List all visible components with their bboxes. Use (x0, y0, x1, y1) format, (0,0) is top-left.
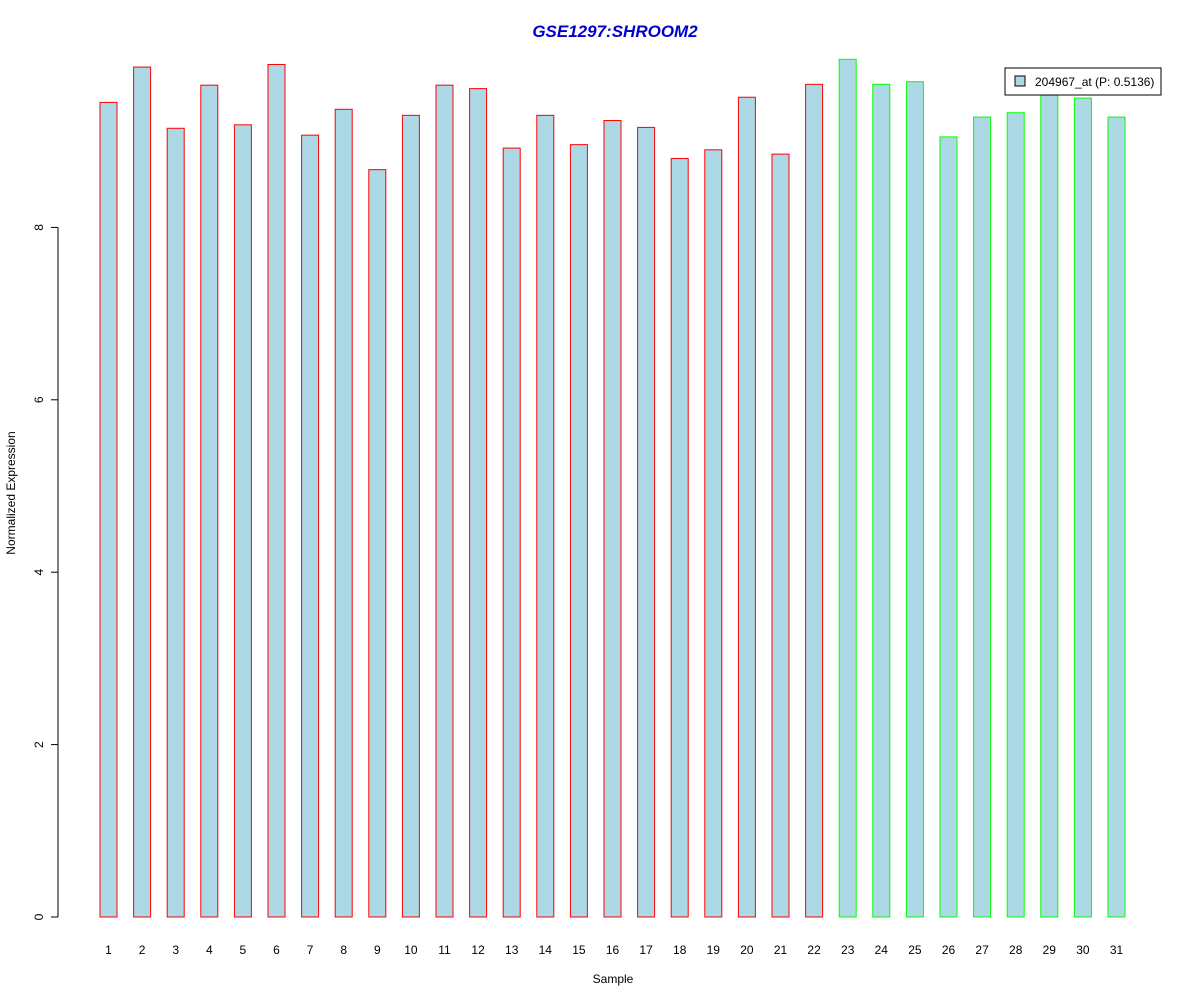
bar-sample-17 (637, 126, 656, 918)
y-tick-label: 2 (32, 741, 46, 748)
legend-label: 204967_at (P: 0.5136) (1035, 75, 1154, 89)
x-tick-label: 31 (1110, 943, 1124, 957)
x-tick-label: 12 (471, 943, 485, 957)
x-tick-label: 16 (606, 943, 620, 957)
x-tick-label: 18 (673, 943, 687, 957)
x-tick-label: 13 (505, 943, 519, 957)
x-tick-label: 27 (975, 943, 989, 957)
x-tick-label: 1 (105, 943, 112, 957)
x-tick-label: 17 (639, 943, 653, 957)
x-tick-label: 3 (172, 943, 179, 957)
bar-sample-24 (872, 83, 891, 918)
chart-title: GSE1297:SHROOM2 (532, 22, 698, 41)
x-tick-label: 14 (539, 943, 553, 957)
legend-box (1004, 67, 1162, 96)
bar-sample-2 (133, 66, 152, 918)
bar-sample-3 (166, 127, 185, 918)
x-tick-label: 5 (240, 943, 247, 957)
x-tick-label: 25 (908, 943, 922, 957)
x-tick-label: 10 (404, 943, 418, 957)
x-axis-title: Sample (593, 972, 634, 986)
bar-sample-10 (401, 114, 420, 918)
x-tick-label: 20 (740, 943, 754, 957)
bar-sample-7 (301, 134, 320, 918)
bar-sample-14 (536, 114, 555, 918)
bar-sample-21 (771, 153, 790, 918)
bar-sample-12 (469, 88, 488, 918)
legend: 204967_at (P: 0.5136) (1004, 67, 1162, 96)
x-tick-label: 30 (1076, 943, 1090, 957)
bar-sample-9 (368, 169, 387, 918)
y-tick-label: 6 (32, 396, 46, 403)
x-tick-label: 19 (707, 943, 721, 957)
y-tick-label: 8 (32, 224, 46, 231)
x-tick-label: 24 (875, 943, 889, 957)
bar-sample-20 (737, 96, 756, 918)
x-tick-label: 8 (340, 943, 347, 957)
x-tick-label: 2 (139, 943, 146, 957)
x-tick-label: 23 (841, 943, 855, 957)
x-tick-label: 9 (374, 943, 381, 957)
bar-sample-23 (838, 58, 857, 918)
bar-sample-4 (200, 84, 219, 918)
x-tick-label: 28 (1009, 943, 1023, 957)
bar-sample-31 (1107, 116, 1126, 918)
bar-sample-13 (502, 147, 521, 918)
bar-sample-11 (435, 84, 454, 918)
x-tick-label: 4 (206, 943, 213, 957)
bar-sample-8 (334, 108, 353, 918)
y-axis: 0 2 4 6 8 (32, 224, 59, 920)
y-axis-title: Normalized Expression (4, 431, 18, 554)
y-tick-label: 4 (32, 569, 46, 576)
x-tick-label: 6 (273, 943, 280, 957)
x-tick-label: 29 (1043, 943, 1057, 957)
bar-sample-16 (603, 120, 622, 918)
bar-sample-1 (99, 101, 118, 918)
bar-sample-28 (1006, 112, 1025, 918)
bar-sample-19 (704, 149, 723, 918)
bar-sample-26 (939, 136, 958, 918)
bar-sample-22 (805, 83, 824, 918)
legend-swatch (1014, 75, 1026, 87)
bar-sample-29 (1040, 93, 1059, 918)
x-tick-label: 15 (572, 943, 586, 957)
bar-sample-5 (233, 124, 252, 918)
bars (99, 58, 1126, 918)
bar-sample-30 (1073, 97, 1092, 918)
x-tick-label: 26 (942, 943, 956, 957)
x-tick-label: 21 (774, 943, 788, 957)
y-tick-label: 0 (32, 913, 46, 920)
bar-sample-18 (670, 157, 689, 918)
bar-sample-27 (973, 116, 992, 918)
x-tick-label: 7 (307, 943, 314, 957)
x-tick-label: 22 (807, 943, 821, 957)
bar-sample-25 (905, 81, 924, 918)
x-tick-label: 11 (438, 943, 451, 957)
x-tick-labels: 1 2 3 4 5 6 7 8 9 10 11 12 13 14 15 16 17 18 19 20 21 22 23 24 2… (105, 943, 1123, 957)
bar-sample-6 (267, 63, 286, 918)
bar-sample-15 (569, 144, 588, 918)
